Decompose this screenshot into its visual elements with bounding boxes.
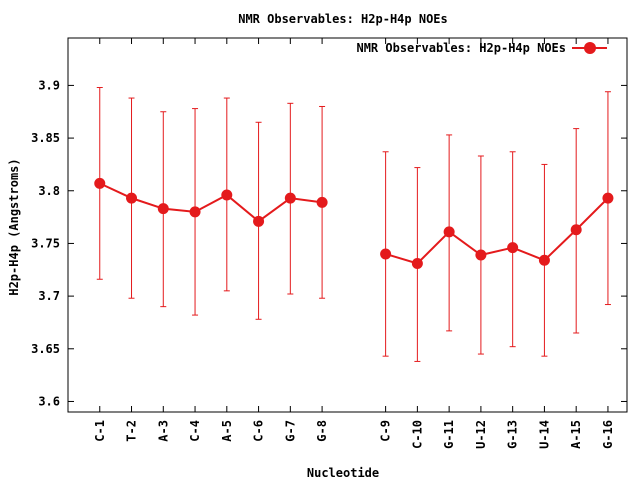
x-tick-label: G-11 <box>442 420 456 449</box>
y-tick-label: 3.6 <box>38 394 60 408</box>
x-tick-label: A-5 <box>220 420 234 442</box>
data-point <box>602 192 614 204</box>
data-point <box>443 226 455 238</box>
data-point <box>475 249 487 261</box>
data-point <box>126 192 138 204</box>
data-point <box>380 248 392 260</box>
x-tick-label: G-7 <box>283 420 297 442</box>
chart-title: NMR Observables: H2p-H4p NOEs <box>238 12 448 26</box>
y-tick-label: 3.8 <box>38 184 60 198</box>
x-tick-label: A-15 <box>569 420 583 449</box>
x-tick-label: C-9 <box>379 420 393 442</box>
data-point <box>221 189 233 201</box>
legend-label: NMR Observables: H2p-H4p NOEs <box>356 41 566 55</box>
y-tick-label: 3.65 <box>31 342 60 356</box>
series-line <box>385 197 609 265</box>
x-tick-label: C-4 <box>188 420 202 442</box>
series-layer <box>94 87 614 362</box>
data-point <box>316 196 328 208</box>
x-tick-label: G-13 <box>506 420 520 449</box>
x-tick-label: G-8 <box>315 420 329 442</box>
x-tick-label: C-1 <box>93 420 107 442</box>
x-tick-label: C-6 <box>252 420 266 442</box>
x-tick-label: U-12 <box>474 420 488 449</box>
x-tick-label: A-3 <box>156 420 170 442</box>
x-tick-label: C-10 <box>410 420 424 449</box>
x-tick-label: T-2 <box>125 420 139 442</box>
series-line <box>99 182 323 223</box>
y-tick-label: 3.7 <box>38 289 60 303</box>
data-point <box>189 206 201 218</box>
data-point <box>538 254 550 266</box>
y-tick-label: 3.85 <box>31 131 60 145</box>
data-point <box>94 177 106 189</box>
axis-ticks: 3.6 3.65 3.7 3.75 3.8 3.85 3.9 C-1 T-2 A-3 C-4 A-5 C… <box>31 38 627 449</box>
x-axis-label: Nucleotide <box>307 466 379 480</box>
y-axis-label: H2p-H4p (Angstroms) <box>7 158 21 295</box>
plot-frame <box>67 37 628 413</box>
y-tick-label: 3.75 <box>31 236 60 250</box>
data-point <box>284 192 296 204</box>
y-tick-label: 3.9 <box>38 78 60 92</box>
legend: NMR Observables: H2p-H4p NOEs <box>356 41 607 55</box>
data-point <box>157 203 169 215</box>
x-tick-label: U-14 <box>537 420 551 449</box>
legend-marker <box>584 42 596 54</box>
data-point <box>253 215 265 227</box>
x-tick-label: G-16 <box>601 420 615 449</box>
data-point <box>507 242 519 254</box>
data-point <box>411 257 423 269</box>
data-point <box>570 224 582 236</box>
